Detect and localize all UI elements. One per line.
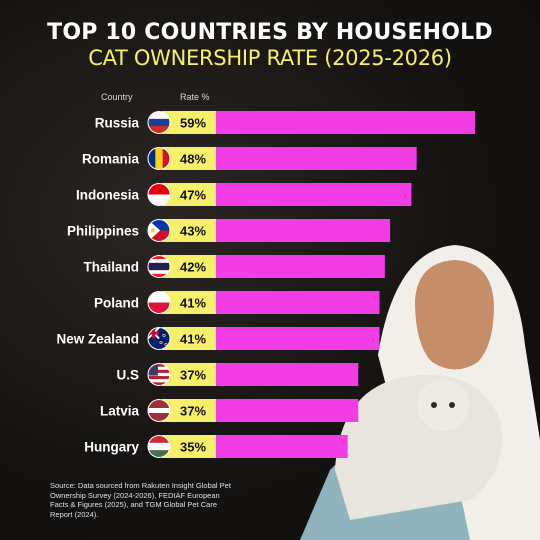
bar-row-6: 41% New Zealand [56,327,380,350]
bar-row-3: 43% Philippines [67,219,391,242]
value-box-1 [162,147,216,170]
bar-row-9: 35% Hungary [84,435,348,458]
value-label-6: 41% [180,332,206,347]
country-label-0: Russia [95,116,140,131]
column-header-country: Country [101,92,133,102]
value-box-2 [162,183,216,206]
source-note: Source: Data sourced from Rakuten Insigh… [50,481,231,519]
value-label-1: 48% [180,152,206,167]
bar-6 [162,327,380,350]
value-box-0 [162,111,216,134]
value-box-7 [162,363,216,386]
bar-row-8: 37% Latvia [100,399,359,422]
value-label-8: 37% [180,404,206,419]
value-box-6 [162,327,216,350]
value-label-0: 59% [180,116,206,131]
philippines-flag-icon [147,219,171,242]
latvia-flag-icon [147,399,171,422]
thailand-flag-icon [147,255,171,278]
bar-2 [162,183,412,206]
bar-1 [162,147,417,170]
russia-flag-icon [147,111,171,134]
country-label-8: Latvia [100,404,140,419]
country-label-1: Romania [82,152,140,167]
value-label-2: 47% [180,188,206,203]
value-box-5 [162,291,216,314]
bar-0 [162,111,475,134]
woman-with-cat-photo [300,245,540,540]
value-label-9: 35% [180,440,206,455]
title-line-2: CAT OWNERSHIP RATE (2025-2026) [88,46,452,70]
country-label-7: U.S [116,368,139,383]
bar-row-0: 59% Russia [95,111,475,134]
romania-flag-icon [147,147,171,170]
country-label-6: New Zealand [56,332,139,347]
title-line-1: TOP 10 COUNTRIES BY HOUSEHOLD [47,20,493,45]
column-header-rate: Rate % [180,92,210,102]
bar-row-1: 48% Romania [82,147,417,170]
value-label-7: 37% [180,368,206,383]
bar-row-4: 42% Thailand [83,255,385,278]
value-box-4 [162,255,216,278]
country-label-3: Philippines [67,224,139,239]
usa-flag-icon [147,363,171,386]
bars-group: 59% Russia 48% Romania 47% Indonesia 43% Philip… [56,111,475,458]
new-zealand-flag-icon [147,327,171,350]
value-label-5: 41% [180,296,206,311]
bar-row-5: 41% Poland [94,291,380,314]
bar-row-2: 47% Indonesia [76,183,412,206]
value-box-3 [162,219,216,242]
value-box-9 [162,435,216,458]
country-label-5: Poland [94,296,139,311]
bar-5 [162,291,380,314]
indonesia-flag-icon [147,183,171,206]
country-label-2: Indonesia [76,188,140,203]
country-label-4: Thailand [83,260,139,275]
country-label-9: Hungary [84,440,139,455]
value-label-3: 43% [180,224,206,239]
bar-3 [162,219,391,242]
bar-row-7: 37% U.S [116,363,359,386]
poland-flag-icon [147,291,171,314]
bar-4 [162,255,385,278]
value-box-8 [162,399,216,422]
hungary-flag-icon [147,435,171,458]
value-label-4: 42% [180,260,206,275]
